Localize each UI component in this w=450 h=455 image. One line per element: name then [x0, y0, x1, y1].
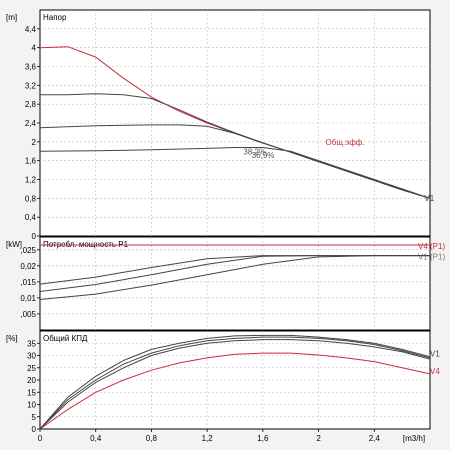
series-line-4 — [39, 147, 431, 199]
y-tick-label: 30 — [27, 352, 36, 361]
y-tick-label: 35 — [27, 339, 36, 348]
panel-title: Напор — [43, 13, 67, 22]
y-tick-label: 3,2 — [25, 81, 37, 90]
y-unit-label: [m] — [6, 13, 17, 22]
y-tick-label: 5 — [32, 413, 37, 422]
x-tick-label: 0 — [38, 434, 43, 443]
x-tick-label: 2,4 — [369, 434, 381, 443]
annotation-label: 36,9% — [252, 151, 275, 160]
annotation-label: V1 — [424, 194, 434, 203]
series-line-4 — [39, 334, 431, 430]
plot-frame — [39, 236, 431, 331]
x-axis-label: [m3/h] — [403, 434, 425, 443]
y-unit-label: [%] — [6, 334, 18, 343]
y-tick-label: 3,6 — [25, 63, 37, 72]
panel-efficiency: 0 5 10 15 20 25 30 35 [%] Общий КПД V1 V4 0 0,4 0,8 1,2… — [6, 330, 440, 443]
series-line-2 — [39, 339, 431, 430]
y-tick-label: 0 — [32, 425, 37, 434]
y-tick-label: 2 — [32, 138, 37, 147]
annotation-label: V1 — [430, 350, 440, 359]
series-label: V4 (P1) — [418, 242, 445, 251]
y-tick-label: 10 — [27, 401, 36, 410]
x-tick-label: 1,2 — [202, 434, 214, 443]
y-tick-label: 4 — [32, 44, 37, 53]
y-tick-label: 25 — [27, 364, 36, 373]
x-tick-label: 1,6 — [257, 434, 269, 443]
y-tick-label: 4,4 — [25, 25, 37, 34]
series-line-3 — [39, 336, 431, 430]
x-tick-label: 2 — [316, 434, 321, 443]
y-tick-label: 2,8 — [25, 100, 37, 109]
series-line-4 — [39, 255, 430, 300]
y-tick-label: ,015 — [20, 278, 36, 287]
y-tick-label: 0,4 — [25, 213, 37, 222]
y-tick-label: 0,01 — [20, 294, 36, 303]
y-tick-label: 0 — [32, 232, 37, 241]
y-tick-label: 2,4 — [25, 119, 37, 128]
series-label: V1 (P1) — [418, 253, 445, 262]
panel-head: 0 0,4 0,8 1,2 1,6 2 2,4 2,8 3,2 3,6 4 4,4 [m] Напор 38… — [6, 9, 435, 241]
plot-frame — [39, 330, 431, 430]
y-unit-label: [kW] — [6, 240, 22, 249]
annotation-label: 38,2% — [243, 148, 266, 157]
annotation-label: V4 — [430, 367, 440, 376]
y-tick-label: 20 — [27, 376, 36, 385]
series-line-1 — [39, 352, 431, 430]
x-tick-label: 0,4 — [90, 434, 102, 443]
panel-title: Общий КПД — [43, 334, 88, 343]
y-tick-label: 0,8 — [25, 194, 37, 203]
y-tick-label: 1,2 — [25, 176, 37, 185]
y-tick-label: 0,02 — [20, 262, 36, 271]
x-tick-label: 0,8 — [146, 434, 158, 443]
y-tick-label: ,005 — [20, 310, 36, 319]
series-line-3 — [39, 124, 431, 199]
plot-frame — [39, 9, 431, 237]
y-tick-label: ,025 — [20, 246, 36, 255]
y-tick-label: 1,6 — [25, 157, 37, 166]
annotation-label: Общ.эфф. — [326, 138, 365, 147]
y-tick-label: 15 — [27, 388, 36, 397]
